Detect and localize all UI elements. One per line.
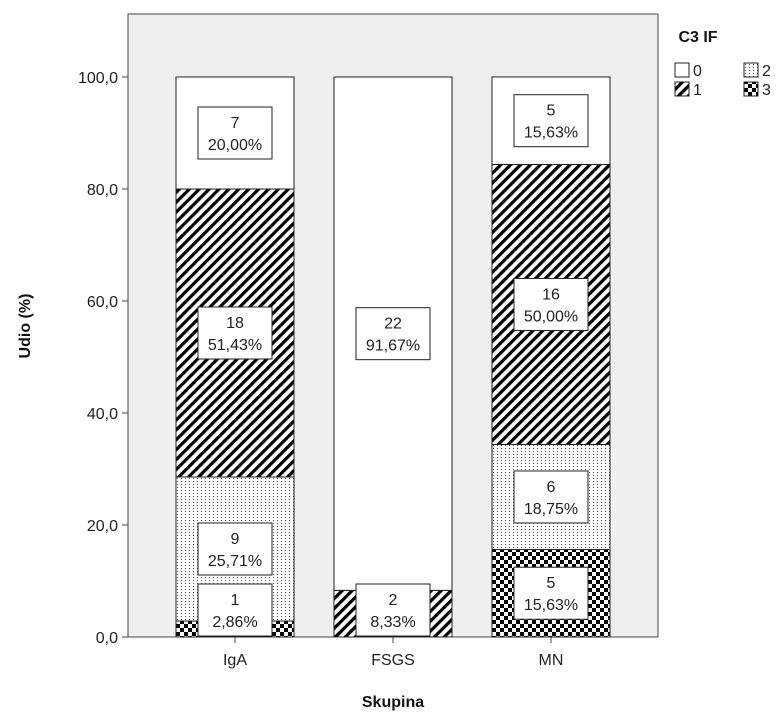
legend-title: C3 IF [678, 29, 717, 46]
data-label-count: 5 [547, 103, 556, 120]
data-label-count: 18 [226, 315, 244, 332]
legend-label: 1 [693, 82, 702, 99]
data-label-count: 9 [231, 531, 240, 548]
data-label-percent: 51,43% [208, 337, 262, 354]
bars [175, 76, 611, 638]
y-tick-label: 20,0 [87, 518, 118, 535]
data-label-count: 16 [542, 286, 560, 303]
legend-swatch [743, 62, 759, 78]
data-label-box [197, 583, 273, 637]
data-label-percent: 20,00% [208, 137, 262, 154]
data-label-box [513, 566, 589, 620]
data-label-percent: 15,63% [524, 125, 578, 142]
x-tick-label: FSGS [371, 652, 415, 669]
data-label-box [197, 522, 273, 576]
data-label-percent: 50,00% [524, 308, 578, 325]
data-label-percent: 25,71% [208, 553, 262, 570]
data-label-box [197, 106, 273, 160]
legend-swatch [674, 81, 690, 97]
x-tick-label: IgA [223, 652, 247, 669]
data-label-percent: 15,63% [524, 597, 578, 614]
data-label-box [355, 583, 431, 637]
legend-swatch [674, 62, 690, 78]
data-label-count: 7 [231, 115, 240, 132]
y-axis: 0,0 20,0 40,0 60,0 80,0 100,0 [78, 14, 129, 647]
data-label-count: 5 [547, 575, 556, 592]
legend-label: 0 [693, 63, 702, 80]
y-tick-label: 80,0 [87, 182, 118, 199]
data-label-box [197, 306, 273, 360]
data-label-percent: 91,67% [366, 338, 420, 355]
legend-label: 2 [762, 63, 771, 80]
data-label-box [513, 277, 589, 331]
y-tick-label: 40,0 [87, 406, 118, 423]
legend: C3 IF 0 2 1 3 [674, 29, 771, 99]
y-axis-title: Udio (%) [17, 294, 34, 359]
data-label-percent: 8,33% [370, 614, 415, 631]
x-axis-title: Skupina [362, 694, 424, 711]
data-label-percent: 18,75% [524, 501, 578, 518]
y-tick-label: 60,0 [87, 294, 118, 311]
data-label-box [355, 307, 431, 361]
data-label-box [513, 94, 589, 148]
x-axis: IgA FSGS MN [128, 636, 658, 669]
data-label-count: 22 [384, 316, 402, 333]
data-label-count: 2 [389, 592, 398, 609]
legend-label: 3 [762, 82, 771, 99]
data-label-count: 6 [547, 479, 556, 496]
x-tick-label: MN [539, 652, 564, 669]
data-label-count: 1 [231, 592, 240, 609]
data-labels: 1 2,86% 9 25,71% 18 51,43% 7 20,00% 2 8,33% 22 91,6… [197, 94, 589, 637]
data-label-box [513, 470, 589, 524]
data-label-percent: 2,86% [212, 614, 257, 631]
legend-swatch [743, 81, 759, 97]
y-tick-label: 100,0 [78, 70, 118, 87]
y-tick-label: 0,0 [96, 630, 118, 647]
